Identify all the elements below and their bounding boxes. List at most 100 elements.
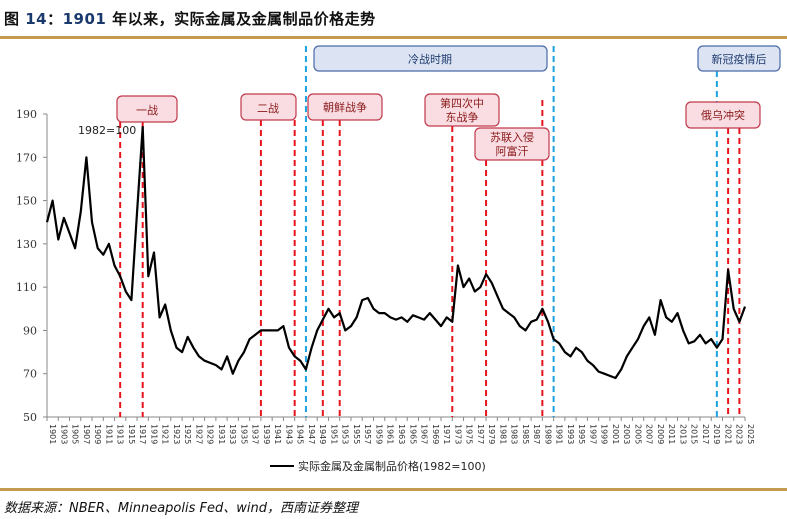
y-tick-label: 50: [23, 411, 37, 424]
x-tick-label: 2019: [712, 424, 721, 444]
x-tick-label: 1903: [59, 424, 68, 444]
ww1-label: 一战: [136, 104, 158, 117]
x-tick-label: 1935: [239, 424, 248, 444]
x-tick-label: 1923: [172, 424, 181, 444]
x-tick-label: 1943: [284, 424, 293, 444]
y-tick-label: 90: [23, 324, 37, 337]
x-tick-label: 2023: [735, 424, 744, 444]
x-tick-label: 2001: [611, 424, 620, 444]
x-tick-label: 1961: [386, 424, 395, 444]
x-tick-label: 1933: [228, 424, 237, 444]
ww1-label-box: 一战: [116, 95, 178, 123]
korea-label: 朝鲜战争: [323, 100, 367, 114]
legend-line-swatch: [270, 465, 294, 467]
x-tick-label: 1941: [273, 424, 282, 444]
korea-label-box: 朝鲜战争: [307, 93, 383, 121]
x-tick-label: 2007: [645, 424, 654, 444]
base-year-annotation: 1982=100: [78, 124, 136, 137]
post-covid-label: 新冠疫情后: [712, 52, 767, 66]
cold-war-label: 冷战时期: [408, 53, 452, 66]
x-tick-label: 1969: [431, 424, 440, 444]
x-tick-label: 1949: [318, 424, 327, 444]
x-tick-label: 1955: [352, 424, 361, 444]
y-tick-label: 150: [16, 195, 37, 208]
data-source: 数据来源：NBER、Minneapolis Fed、wind，西南证券整理: [4, 501, 358, 516]
afghan-label-line2: 阿富汗: [496, 144, 529, 158]
title-number: 14: [25, 10, 48, 28]
chart-legend: 实际金属及金属制品价格(1982=100): [270, 458, 486, 474]
x-tick-label: 1939: [262, 424, 271, 444]
y-tick-label: 70: [23, 368, 37, 381]
mideast-label-line1: 第四次中: [440, 96, 484, 110]
title-text: 年以来，实际金属及金属制品价格走势: [106, 10, 376, 28]
x-tick-label: 1901: [48, 424, 57, 444]
x-tick-label: 1907: [82, 424, 91, 444]
x-tick-label: 1931: [217, 424, 226, 444]
x-tick-label: 2015: [690, 424, 699, 444]
x-tick-label: 1981: [498, 424, 507, 444]
afghan-label-box: 苏联入侵 阿富汗: [474, 127, 550, 161]
x-tick-label: 1997: [588, 424, 597, 444]
x-tick-label: 2021: [723, 424, 732, 444]
title-prefix: 图: [4, 10, 26, 28]
x-tick-label: 1945: [296, 424, 305, 444]
afghan-label-line1: 苏联入侵: [490, 131, 534, 144]
x-tick-label: 1967: [420, 424, 429, 444]
x-tick-label: 1915: [127, 424, 136, 444]
x-tick-label: 1917: [138, 424, 147, 444]
x-tick-label: 1947: [307, 424, 316, 444]
x-tick-label: 1929: [206, 424, 215, 444]
figure-title: 图 14：1901 年以来，实际金属及金属制品价格走势: [4, 8, 376, 29]
x-tick-label: 1905: [71, 424, 80, 444]
x-tick-label: 1913: [116, 424, 125, 444]
x-tick-label: 1971: [442, 424, 451, 444]
x-tick-label: 1937: [251, 424, 260, 444]
x-tick-label: 1953: [341, 424, 350, 444]
x-tick-label: 1993: [566, 424, 575, 444]
y-tick-label: 190: [16, 108, 37, 121]
x-tick-label: 1977: [476, 424, 485, 444]
x-axis: 1901 1903 1905 1907 1909 1911 1913 1915 1917 1919…: [46, 416, 755, 444]
y-axis: 50 70 90 110 130 150 170 190: [16, 108, 48, 424]
x-tick-label: 1991: [555, 424, 564, 444]
russia-ukraine-label-box: 俄乌冲突: [685, 101, 761, 129]
x-tick-label: 2005: [633, 424, 642, 444]
price-series-line: [45, 125, 747, 380]
x-tick-label: 1959: [374, 424, 383, 444]
x-tick-label: 2013: [678, 424, 687, 444]
x-tick-label: 1987: [532, 424, 541, 444]
x-tick-label: 1989: [543, 424, 552, 444]
top-rule: [0, 36, 787, 39]
x-tick-label: 1973: [453, 424, 462, 444]
x-tick-label: 1909: [93, 424, 102, 444]
x-tick-label: 2025: [746, 424, 755, 444]
x-tick-label: 1911: [104, 424, 113, 444]
mideast-label-box: 第四次中 东战争: [424, 93, 500, 127]
x-tick-label: 2011: [667, 424, 676, 444]
y-tick-label: 110: [16, 281, 37, 294]
cold-war-label-box: 冷战时期: [313, 45, 548, 72]
x-tick-label: 1957: [363, 424, 372, 444]
post-covid-label-box: 新冠疫情后: [697, 45, 781, 72]
y-tick-label: 170: [16, 151, 37, 164]
mideast-label-line2: 东战争: [446, 110, 479, 124]
x-tick-label: 1999: [600, 424, 609, 444]
x-tick-label: 1919: [149, 424, 158, 444]
x-tick-label: 2017: [701, 424, 710, 444]
x-tick-label: 1995: [577, 424, 586, 444]
y-tick-label: 130: [16, 238, 37, 251]
ww2-label-box: 二战: [240, 93, 297, 121]
x-tick-label: 2003: [622, 424, 631, 444]
x-tick-label: 1927: [194, 424, 203, 444]
bottom-rule: [0, 488, 787, 491]
x-tick-label: 1983: [510, 424, 519, 444]
x-tick-label: 1951: [329, 424, 338, 444]
legend-label: 实际金属及金属制品价格(1982=100): [298, 460, 486, 473]
x-tick-label: 2009: [656, 424, 665, 444]
title-separator: ：: [47, 10, 63, 28]
ww2-label: 二战: [257, 102, 279, 115]
x-tick-label: 1925: [183, 424, 192, 444]
x-tick-label: 1965: [408, 424, 417, 444]
x-tick-label: 1921: [161, 424, 170, 444]
